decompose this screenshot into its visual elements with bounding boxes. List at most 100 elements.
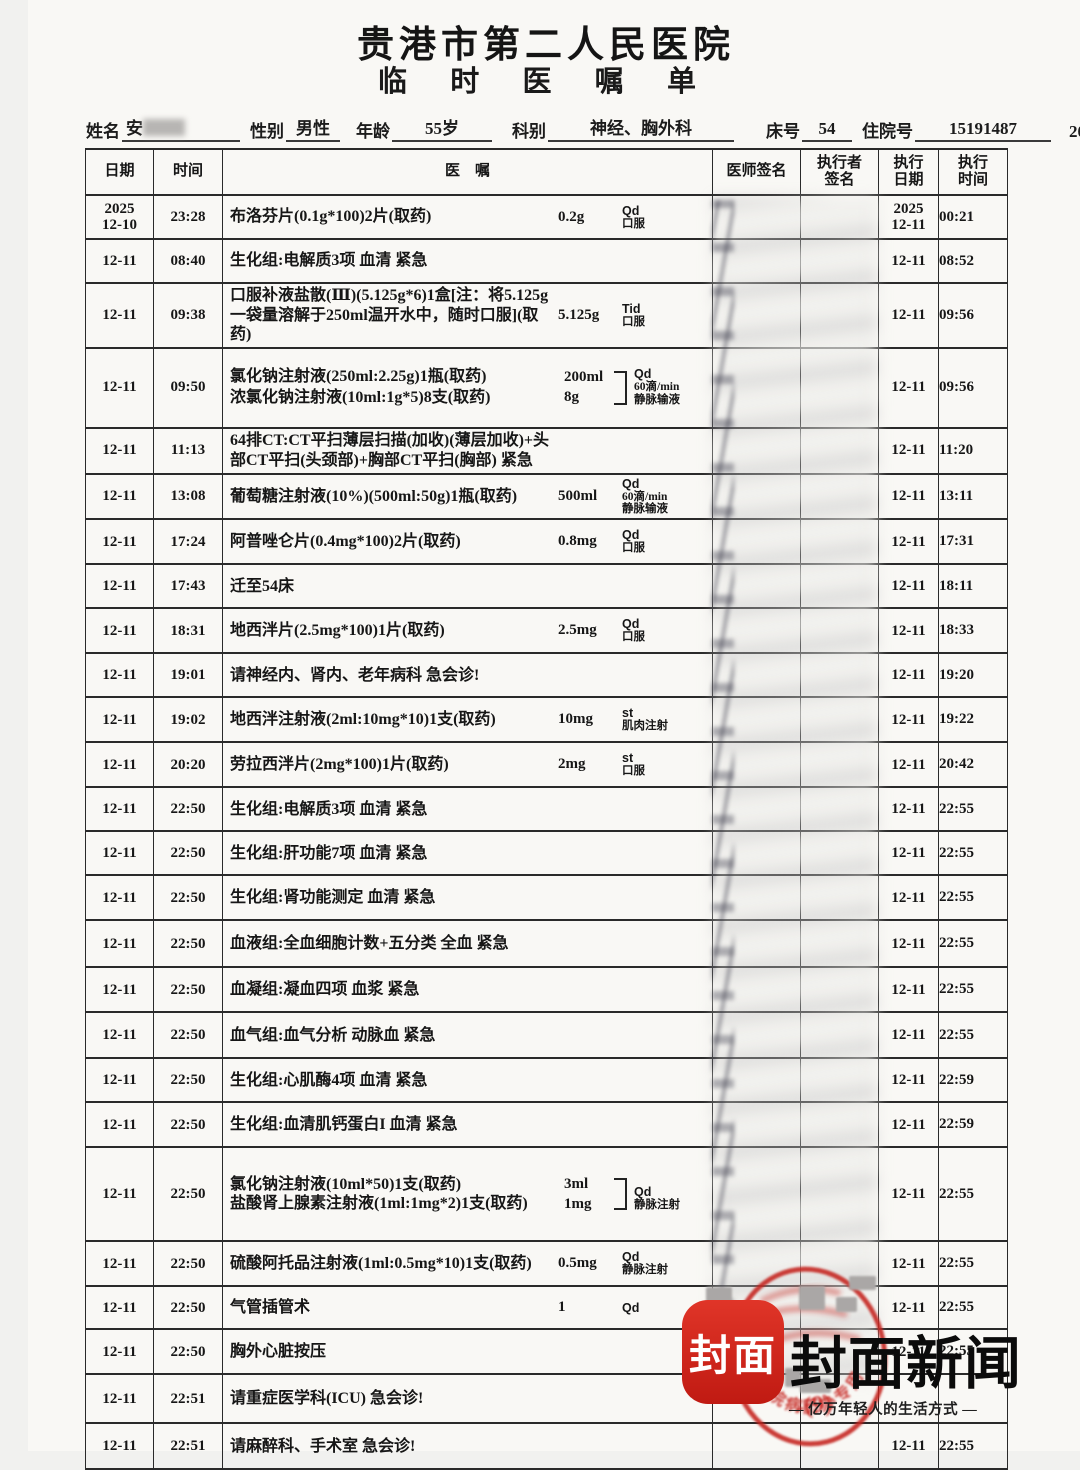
- order-text-cell: 生化组:肾功能测定 血清 紧急: [222, 874, 713, 922]
- dept-value: 神经、胸外科: [548, 114, 734, 142]
- exec-date-cell: 12-11: [878, 874, 939, 922]
- order-date-cell: 2025 12-10: [85, 194, 154, 240]
- watermark-app-icon: 封面: [682, 1300, 784, 1404]
- exec-time-cell: [938, 1373, 1008, 1425]
- bed-label: 床号: [766, 122, 800, 141]
- order-date-cell: 12-11: [85, 472, 154, 521]
- order-date-cell: 12-11: [85, 238, 154, 284]
- order-text: 请麻醉科、手术室 急会诊!: [230, 1437, 416, 1455]
- order-date-cell: 12-11: [85, 346, 154, 429]
- order-text: 64排CT:CT平扫薄层扫描(加收)(薄层加收)+头部CT平扫(头颈部)+胸部C…: [230, 432, 550, 469]
- order-text-cell: 请神经内、肾内、老年病科 急会诊!: [222, 652, 713, 699]
- order-date-cell: 12-11: [85, 966, 154, 1014]
- order-dose: 0.2g: [558, 208, 585, 225]
- redacted-name-blur: [143, 119, 185, 136]
- watermark-brand-text: 封面新闻: [790, 1333, 1022, 1396]
- patient-info-line: 姓名 安 性别 男性 年龄 55岁 科别 神经、胸外科 床号 54 住院号 15…: [86, 112, 1080, 142]
- order-text-cell: 地西泮注射液(2ml:10mg*10)1支(取药) 10mg st 肌肉注射: [222, 696, 713, 744]
- order-dose: 5.125g: [558, 306, 600, 323]
- order-time-cell: 19:02: [153, 696, 223, 744]
- order-text-cell: 布洛芬片(0.1g*100)2片(取药) 0.2g Qd 口服: [222, 194, 713, 240]
- order-time-cell: 17:43: [153, 563, 223, 610]
- column-header: 日期: [85, 148, 154, 196]
- order-date-cell: 12-11: [85, 696, 154, 744]
- exec-time-cell: 09:56: [938, 346, 1008, 429]
- order-frequency: Qd 60滴/min 静脉输液: [634, 366, 680, 406]
- exec-time-cell: 22:55: [938, 874, 1008, 922]
- order-text: 气管插管术: [230, 1299, 311, 1317]
- order-text: 胸外心脏按压: [230, 1343, 327, 1361]
- order-time-cell: 22:50: [153, 1101, 223, 1149]
- exec-date-cell: 12-11: [878, 741, 939, 789]
- order-text-cell: 胸外心脏按压: [222, 1328, 713, 1376]
- order-time-cell: 09:38: [153, 282, 223, 349]
- exec-date-cell: 12-11: [878, 696, 939, 744]
- order-dose: 200ml: [564, 368, 604, 385]
- order-time-cell: 22:50: [153, 874, 223, 922]
- order-text: 地西泮注射液(2ml:10mg*10)1支(取药): [230, 711, 496, 729]
- order-time-cell: 18:31: [153, 607, 223, 655]
- exec-time-cell: 09:56: [938, 282, 1008, 349]
- order-dose: 500ml: [558, 487, 598, 504]
- order-text-cell: 血液组:全血细胞计数+五分类 全血 紧急: [222, 919, 713, 969]
- order-dose: 0.5mg: [558, 1255, 597, 1272]
- order-time-cell: 20:20: [153, 741, 223, 789]
- exec-date-cell: 12-11: [878, 966, 939, 1014]
- exec-time-cell: 22:55: [938, 966, 1008, 1014]
- order-frequency: Qd: [622, 1300, 640, 1315]
- order-dose: 10mg: [558, 711, 593, 728]
- exec-time-cell: 22:55: [938, 830, 1008, 877]
- order-date-cell: 12-11: [85, 652, 154, 699]
- order-frequency: Tid 口服: [622, 301, 645, 328]
- order-text: 口服补液盐散(Ⅲ)(5.125g*6)1盒[注：将5.125g一袋量溶解于250…: [230, 287, 549, 344]
- exec-time-cell: 19:20: [938, 652, 1008, 699]
- order-date-cell: 12-11: [85, 1240, 154, 1288]
- censor-box: [785, 1368, 801, 1387]
- order-date-cell: 12-11: [85, 1101, 154, 1149]
- order-time-cell: 17:24: [153, 518, 223, 566]
- table-header-row: 日期 时间医 嘱医师签名 执行者 签名 执行 日期 执行 时间: [85, 148, 1008, 196]
- exec-date-cell: 12-11: [878, 426, 939, 475]
- column-header: 执行者 签名: [800, 148, 879, 196]
- order-dose: 1mg: [564, 1195, 592, 1212]
- gender-label: 性别: [250, 122, 284, 141]
- order-dose: 1: [558, 1299, 566, 1316]
- exec-date-cell: 12-11: [878, 472, 939, 521]
- dose-group-bracket: [614, 1178, 627, 1211]
- order-text: 生化组:电解质3项 血清 紧急: [230, 800, 428, 818]
- order-time-cell: 22:50: [153, 830, 223, 877]
- order-text-cell: 生化组:血清肌钙蛋白I 血清 紧急: [222, 1101, 713, 1149]
- exec-time-cell: 18:11: [938, 563, 1008, 610]
- exec-date-cell: 12-11: [878, 1011, 939, 1060]
- exec-time-cell: 22:59: [938, 1057, 1008, 1104]
- order-text-cell: 硫酸阿托品注射液(1ml:0.5mg*10)1支(取药) 0.5mg Qd 静脉注射: [222, 1240, 713, 1288]
- form-title: 临 时 医 嘱 单: [377, 66, 714, 98]
- order-row: 12-11 22:50 生化组:电解质3项 血清 紧急 12-11 22:55: [85, 786, 1008, 833]
- order-text: 生化组:肾功能测定 血清 紧急: [230, 889, 436, 907]
- exec-date-cell: 12-11: [878, 238, 939, 284]
- order-time-cell: 22:50: [153, 1057, 223, 1104]
- order-text: 氯化钠注射液(250ml:2.25g)1瓶(取药): [230, 368, 487, 386]
- order-text-cell: 血气组:血气分析 动脉血 紧急: [222, 1011, 713, 1060]
- order-text-cell: 生化组:电解质3项 血清 紧急: [222, 786, 713, 833]
- exec-date-cell: 12-11: [878, 518, 939, 566]
- order-date-cell: 12-11: [85, 1057, 154, 1104]
- order-text-cell: 气管插管术 1 Qd: [222, 1285, 713, 1331]
- order-text-cell: 迁至54床: [222, 563, 713, 610]
- order-time-cell: 13:08: [153, 472, 223, 521]
- exec-time-cell: 22:55: [938, 1011, 1008, 1060]
- order-time-cell: 22:50: [153, 1328, 223, 1376]
- order-date-cell: 12-11: [85, 1422, 154, 1470]
- exec-date-cell: 12-11: [878, 1285, 939, 1331]
- exec-date-cell: 12-11: [878, 282, 939, 349]
- order-text-cell: 生化组:肝功能7项 血清 紧急: [222, 830, 713, 877]
- order-frequency: Qd 静脉注射: [634, 1184, 680, 1211]
- order-text-cell: 口服补液盐散(Ⅲ)(5.125g*6)1盒[注：将5.125g一袋量溶解于250…: [222, 282, 713, 349]
- order-text: 生化组:心肌酶4项 血清 紧急: [230, 1071, 428, 1089]
- order-text: 葡萄糖注射液(10%)(500ml:50g)1瓶(取药): [230, 487, 518, 505]
- order-date-cell: 12-11: [85, 741, 154, 789]
- column-header: 时间: [153, 148, 223, 196]
- order-text: 生化组:肝功能7项 血清 紧急: [230, 844, 428, 862]
- order-date-cell: 12-11: [85, 1011, 154, 1060]
- order-frequency: Qd 口服: [622, 528, 645, 555]
